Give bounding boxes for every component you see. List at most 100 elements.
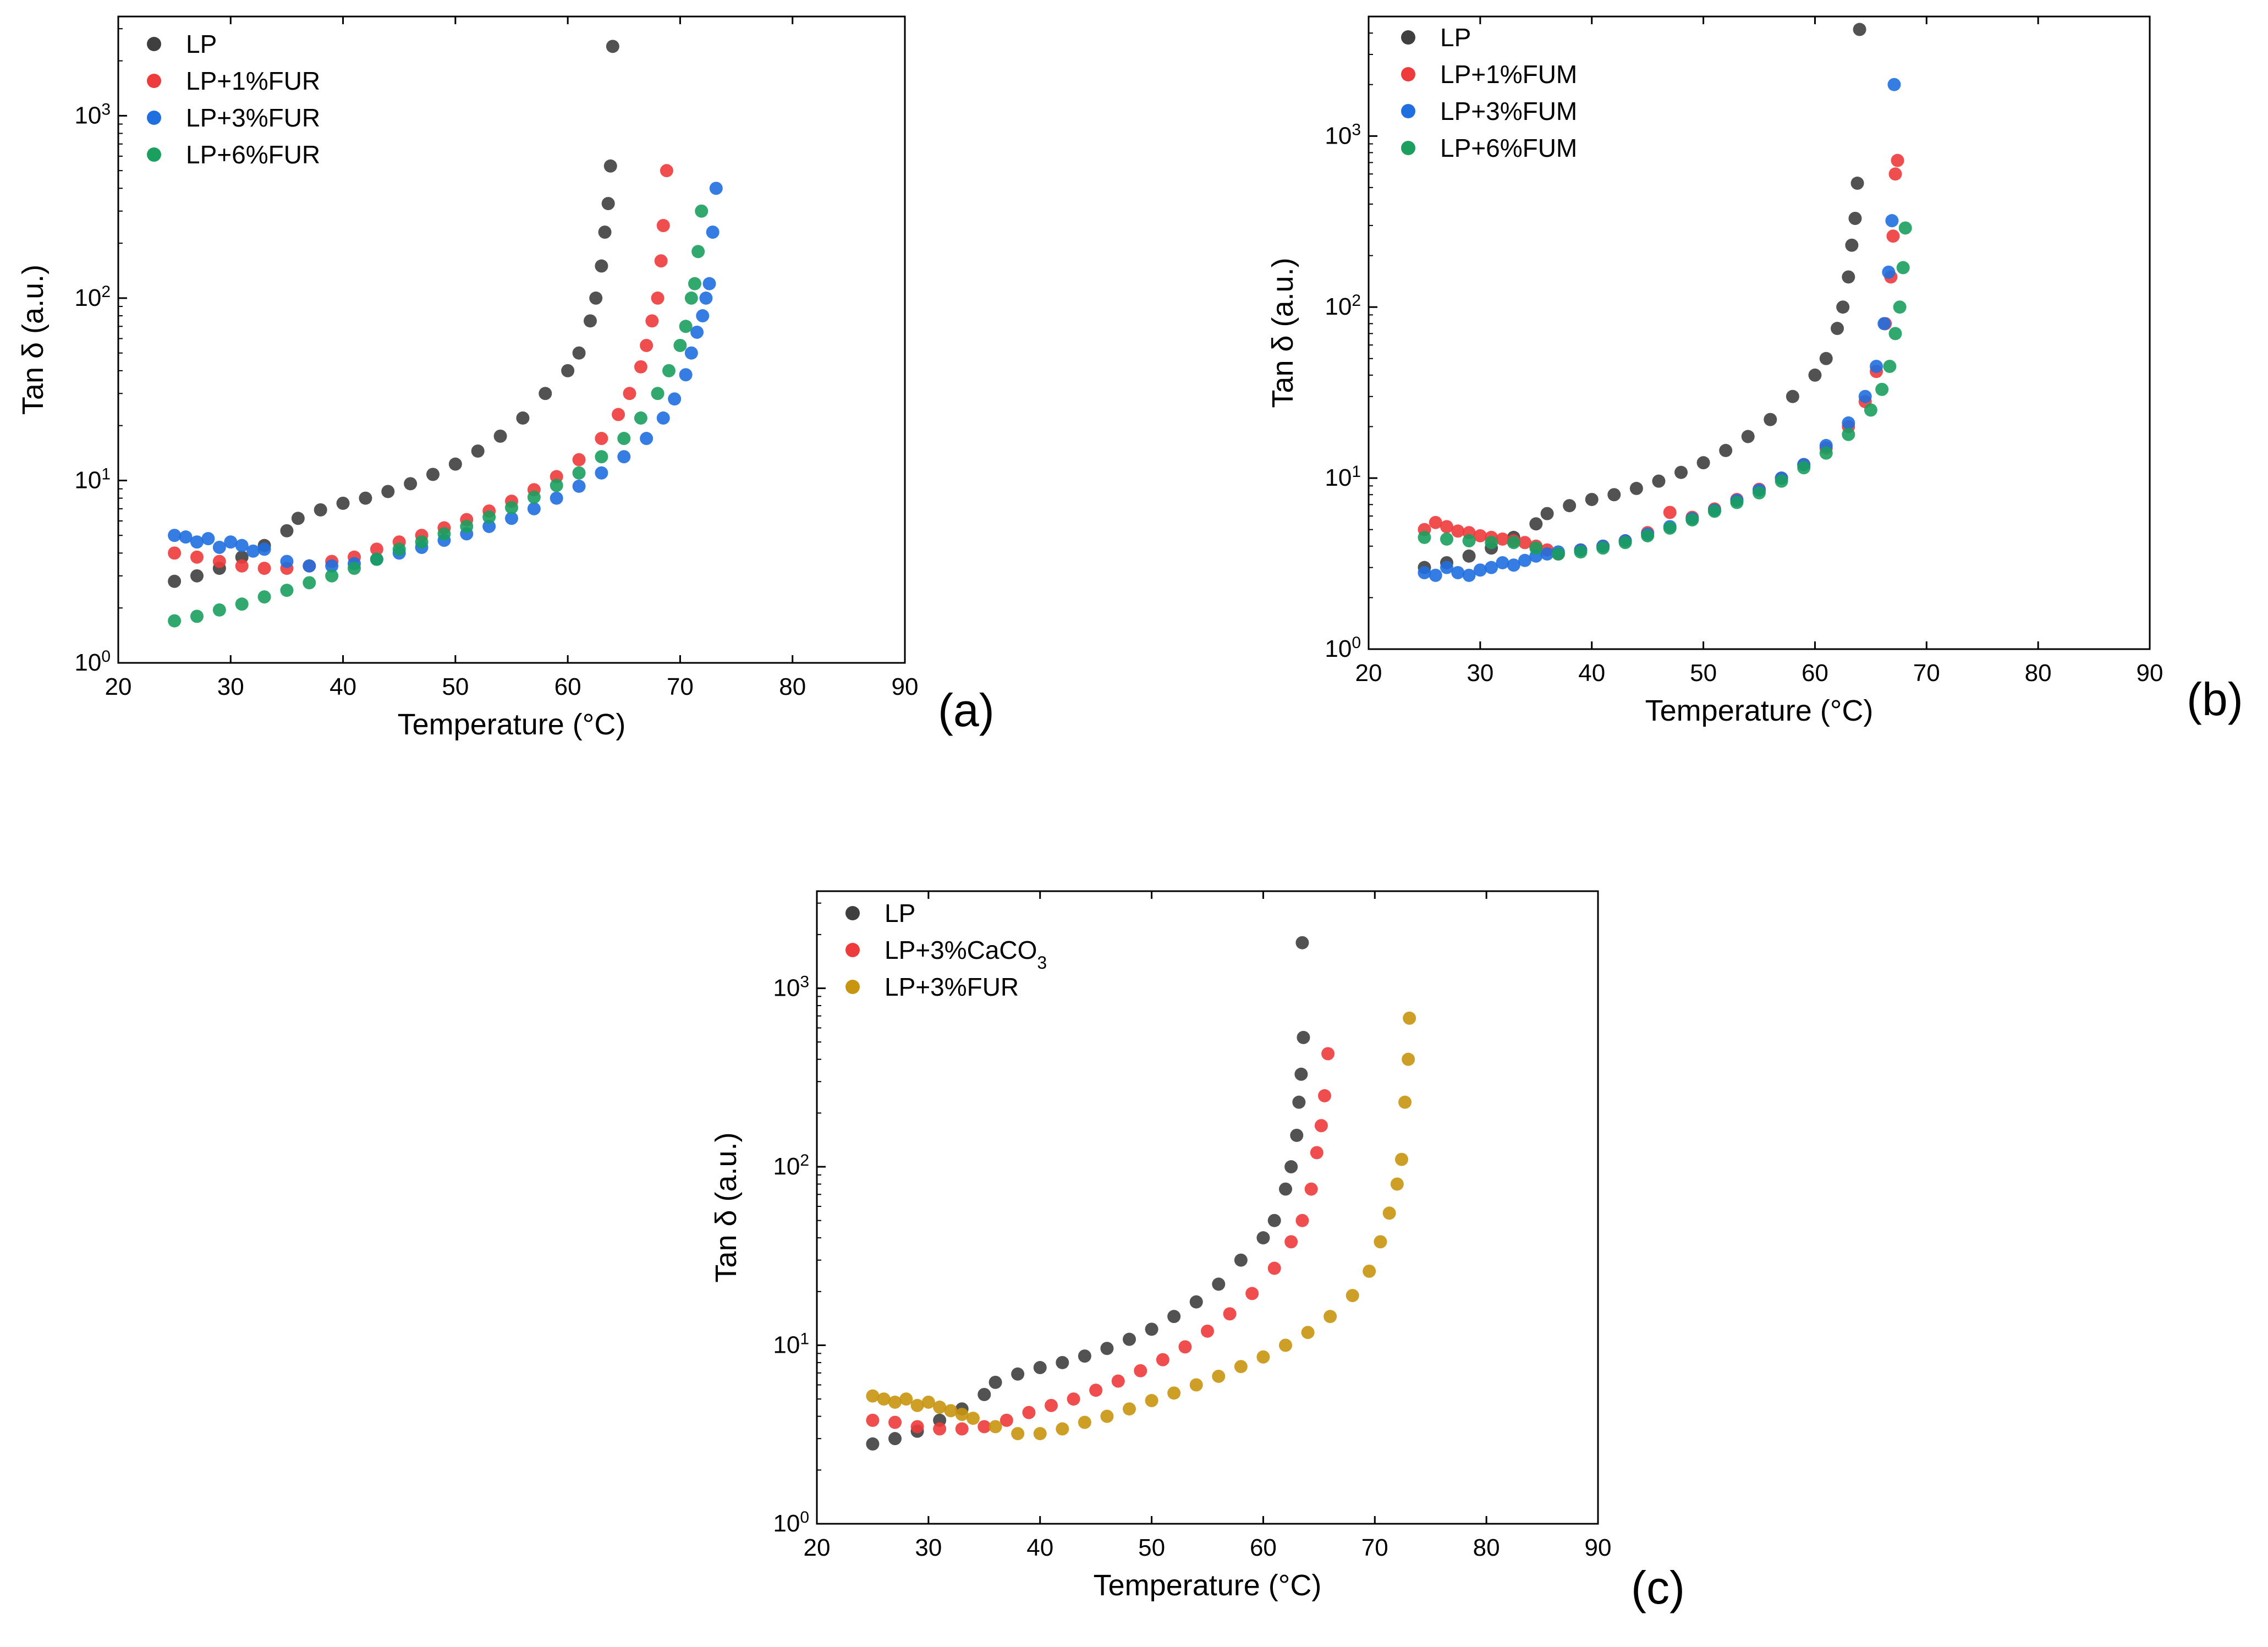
data-point — [634, 411, 647, 425]
data-point — [1885, 214, 1899, 228]
data-point — [1000, 1413, 1013, 1427]
data-point — [601, 197, 615, 211]
legend-label: LP+3%FUR — [885, 973, 1019, 1001]
chart-panel-2: 20 30 40 50 60 70 80 90 100 101 102 103 Temperature … — [1266, 15, 2243, 727]
data-point — [989, 1375, 1002, 1389]
data-point — [623, 387, 636, 400]
data-point — [1551, 547, 1565, 561]
data-point — [899, 1392, 913, 1406]
plot-frame — [117, 15, 906, 664]
panel-label: (a) — [938, 684, 995, 736]
data-point — [381, 485, 395, 498]
data-point — [448, 457, 462, 471]
data-point — [1786, 389, 1799, 403]
data-point — [1808, 368, 1822, 382]
data-point — [595, 259, 608, 273]
data-point — [1382, 1206, 1396, 1220]
data-point — [303, 559, 316, 573]
data-point — [1167, 1386, 1181, 1400]
data-point — [1292, 1095, 1306, 1109]
data-point — [1284, 1160, 1298, 1174]
y-tick-label: 100 — [773, 1508, 809, 1538]
data-point — [1290, 1128, 1304, 1142]
data-point — [1294, 1067, 1308, 1081]
data-point — [1123, 1402, 1136, 1416]
data-point — [539, 387, 552, 400]
data-point — [550, 491, 563, 505]
data-point — [168, 614, 182, 628]
data-point — [709, 182, 723, 195]
data-point — [1418, 530, 1431, 544]
data-point — [426, 468, 440, 481]
series-1 — [168, 40, 619, 588]
legend-marker — [147, 111, 161, 125]
data-point — [1284, 1235, 1298, 1249]
y-tick-label: 103 — [74, 100, 111, 129]
data-point — [168, 546, 182, 560]
data-point — [1056, 1355, 1069, 1369]
data-point — [1882, 265, 1896, 279]
x-tick-label: 70 — [1361, 1534, 1388, 1561]
y-tick-label: 101 — [1325, 463, 1361, 492]
data-point — [1462, 568, 1476, 582]
data-point — [1819, 446, 1833, 460]
data-point — [1321, 1047, 1335, 1061]
data-point — [527, 502, 541, 515]
data-point — [190, 610, 204, 623]
data-point — [888, 1432, 902, 1446]
data-point — [1223, 1307, 1237, 1321]
data-point — [1875, 382, 1889, 396]
legend-label: LP+6%FUM — [1440, 134, 1577, 162]
y-axis-title: Tan δ (a.u.) — [17, 265, 50, 415]
data-point — [1836, 300, 1850, 314]
data-point — [1100, 1409, 1114, 1423]
data-point — [168, 529, 182, 542]
y-axis-title: Tan δ (a.u.) — [1266, 257, 1299, 408]
data-point — [1877, 317, 1891, 331]
data-point — [888, 1395, 902, 1409]
data-point — [460, 519, 474, 533]
x-tick-label: 90 — [1585, 1534, 1612, 1561]
data-point — [325, 559, 339, 573]
data-point — [482, 519, 496, 533]
data-point — [1462, 549, 1476, 563]
data-point — [1741, 430, 1755, 443]
series-4 — [168, 204, 709, 628]
data-point — [437, 527, 451, 541]
data-point — [415, 535, 429, 549]
data-point — [179, 530, 193, 544]
data-point — [888, 1415, 902, 1429]
data-point — [640, 339, 654, 353]
data-point — [1842, 270, 1855, 284]
data-point — [866, 1389, 880, 1403]
x-axis-title: Temperature (°C) — [398, 708, 626, 741]
data-point — [1440, 561, 1453, 574]
series-4 — [1418, 221, 1912, 561]
legend-label: LP+3%FUM — [1440, 97, 1577, 125]
data-point — [1888, 167, 1902, 181]
y-tick-label: 102 — [773, 1151, 809, 1181]
data-point — [1893, 300, 1907, 314]
data-point — [673, 339, 687, 353]
data-point — [212, 555, 226, 568]
x-tick-label: 80 — [2025, 660, 2052, 687]
data-point — [944, 1404, 958, 1418]
x-tick-label: 80 — [779, 673, 806, 700]
data-point — [617, 450, 631, 464]
data-point — [1574, 545, 1588, 559]
data-point — [645, 314, 659, 328]
data-point — [1886, 229, 1900, 243]
x-tick-label: 30 — [915, 1534, 942, 1561]
data-point — [1842, 427, 1855, 441]
data-point — [392, 542, 406, 556]
data-point — [699, 291, 713, 305]
data-point — [1022, 1406, 1036, 1419]
legend-label: LP+1%FUM — [1440, 60, 1577, 89]
data-point — [654, 254, 668, 268]
data-point — [668, 392, 682, 406]
data-point — [1318, 1089, 1331, 1102]
data-point — [695, 204, 709, 218]
data-point — [482, 510, 496, 524]
data-point — [978, 1420, 991, 1434]
data-point — [651, 387, 665, 400]
